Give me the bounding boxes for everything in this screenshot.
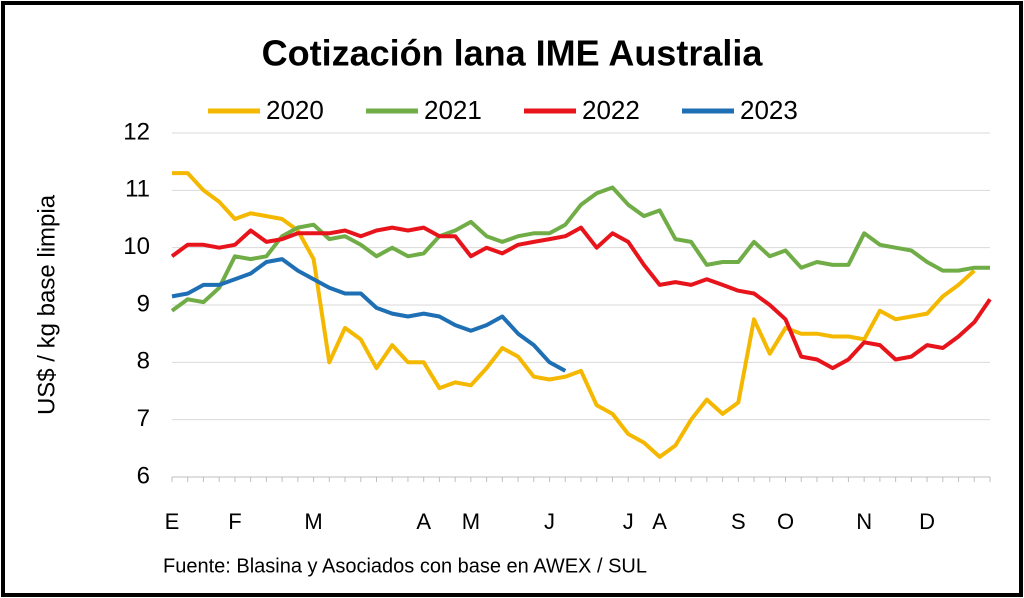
x-tick-label: J [623, 509, 634, 534]
x-tick-label: S [731, 509, 746, 534]
y-tick-label: 6 [137, 462, 150, 489]
x-tick-label: F [228, 509, 241, 534]
x-tick-label: E [165, 509, 180, 534]
x-tick-label: M [462, 509, 480, 534]
legend-label: 2022 [582, 95, 640, 125]
x-tick-label: A [652, 509, 667, 534]
x-tick-label: D [919, 509, 935, 534]
x-tick-label: A [416, 509, 431, 534]
series-line [170, 225, 992, 371]
series-line [170, 185, 990, 313]
y-axis-label: US$ / kg base limpia [33, 194, 60, 415]
legend-label: 2021 [424, 95, 482, 125]
y-tick-label: 12 [123, 118, 150, 145]
y-tick-label: 8 [137, 348, 150, 375]
legend-label: 2023 [740, 95, 798, 125]
y-tick-label: 7 [137, 405, 150, 432]
series-line [172, 171, 976, 459]
legend-label: 2020 [266, 95, 324, 125]
x-tick-label: N [856, 509, 872, 534]
y-tick-label: 10 [123, 233, 150, 260]
source-note: Fuente: Blasina y Asociados con base en … [163, 555, 647, 577]
y-tick-label: 11 [125, 176, 150, 203]
x-tick-label: O [777, 509, 794, 534]
x-tick-label: J [544, 509, 555, 534]
y-tick-label: 9 [137, 290, 150, 317]
series-line [171, 257, 567, 373]
x-tick-label: M [304, 509, 322, 534]
chart-title: Cotización lana IME Australia [262, 33, 764, 74]
